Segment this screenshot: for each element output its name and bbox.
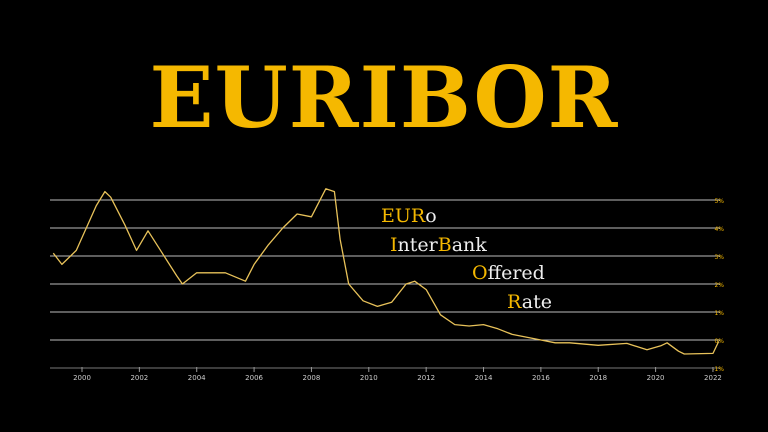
x-tick-label: 2016 bbox=[532, 374, 550, 382]
y-tick-label: 5% bbox=[714, 198, 724, 205]
acronym-letters: I bbox=[390, 234, 398, 256]
acronym-rest: ank bbox=[451, 234, 487, 256]
x-tick-label: 2022 bbox=[704, 374, 722, 382]
x-tick-label: 2014 bbox=[475, 374, 493, 382]
x-tick-label: 2002 bbox=[130, 374, 148, 382]
x-tick-label: 2018 bbox=[589, 374, 607, 382]
y-tick-label: 4% bbox=[714, 226, 724, 233]
y-tick-label: 3% bbox=[714, 254, 724, 261]
y-tick-label: 1% bbox=[714, 310, 724, 317]
acronym-rest: nter bbox=[397, 234, 438, 256]
acronym-rest: o bbox=[425, 205, 437, 227]
acronym-line-offered: Offered bbox=[472, 262, 545, 284]
acronym-line-euro: EURo bbox=[381, 205, 437, 227]
acronym-letters: B bbox=[437, 234, 452, 256]
acronym-letters: EUR bbox=[381, 205, 426, 227]
x-tick-label: 2004 bbox=[188, 374, 206, 382]
x-tick-label: 2012 bbox=[417, 374, 435, 382]
y-tick-label: 2% bbox=[714, 282, 724, 289]
acronym-letters: R bbox=[507, 291, 522, 313]
acronym-line-interbank: InterBank bbox=[390, 234, 487, 256]
acronym-rest: ffered bbox=[487, 262, 545, 284]
y-tick-label: -1% bbox=[712, 366, 724, 373]
x-tick-label: 2000 bbox=[73, 374, 91, 382]
title: EURIBOR bbox=[149, 48, 619, 147]
x-tick-label: 2010 bbox=[360, 374, 378, 382]
euribor-rate-line bbox=[52, 188, 720, 355]
acronym-letters: O bbox=[472, 262, 488, 284]
acronym-rest: ate bbox=[521, 291, 552, 313]
acronym-line-rate: Rate bbox=[507, 291, 552, 313]
x-tick-label: 2020 bbox=[647, 374, 665, 382]
x-tick-label: 2008 bbox=[303, 374, 321, 382]
y-tick-label: 0% bbox=[714, 338, 724, 345]
x-tick-label: 2006 bbox=[245, 374, 263, 382]
